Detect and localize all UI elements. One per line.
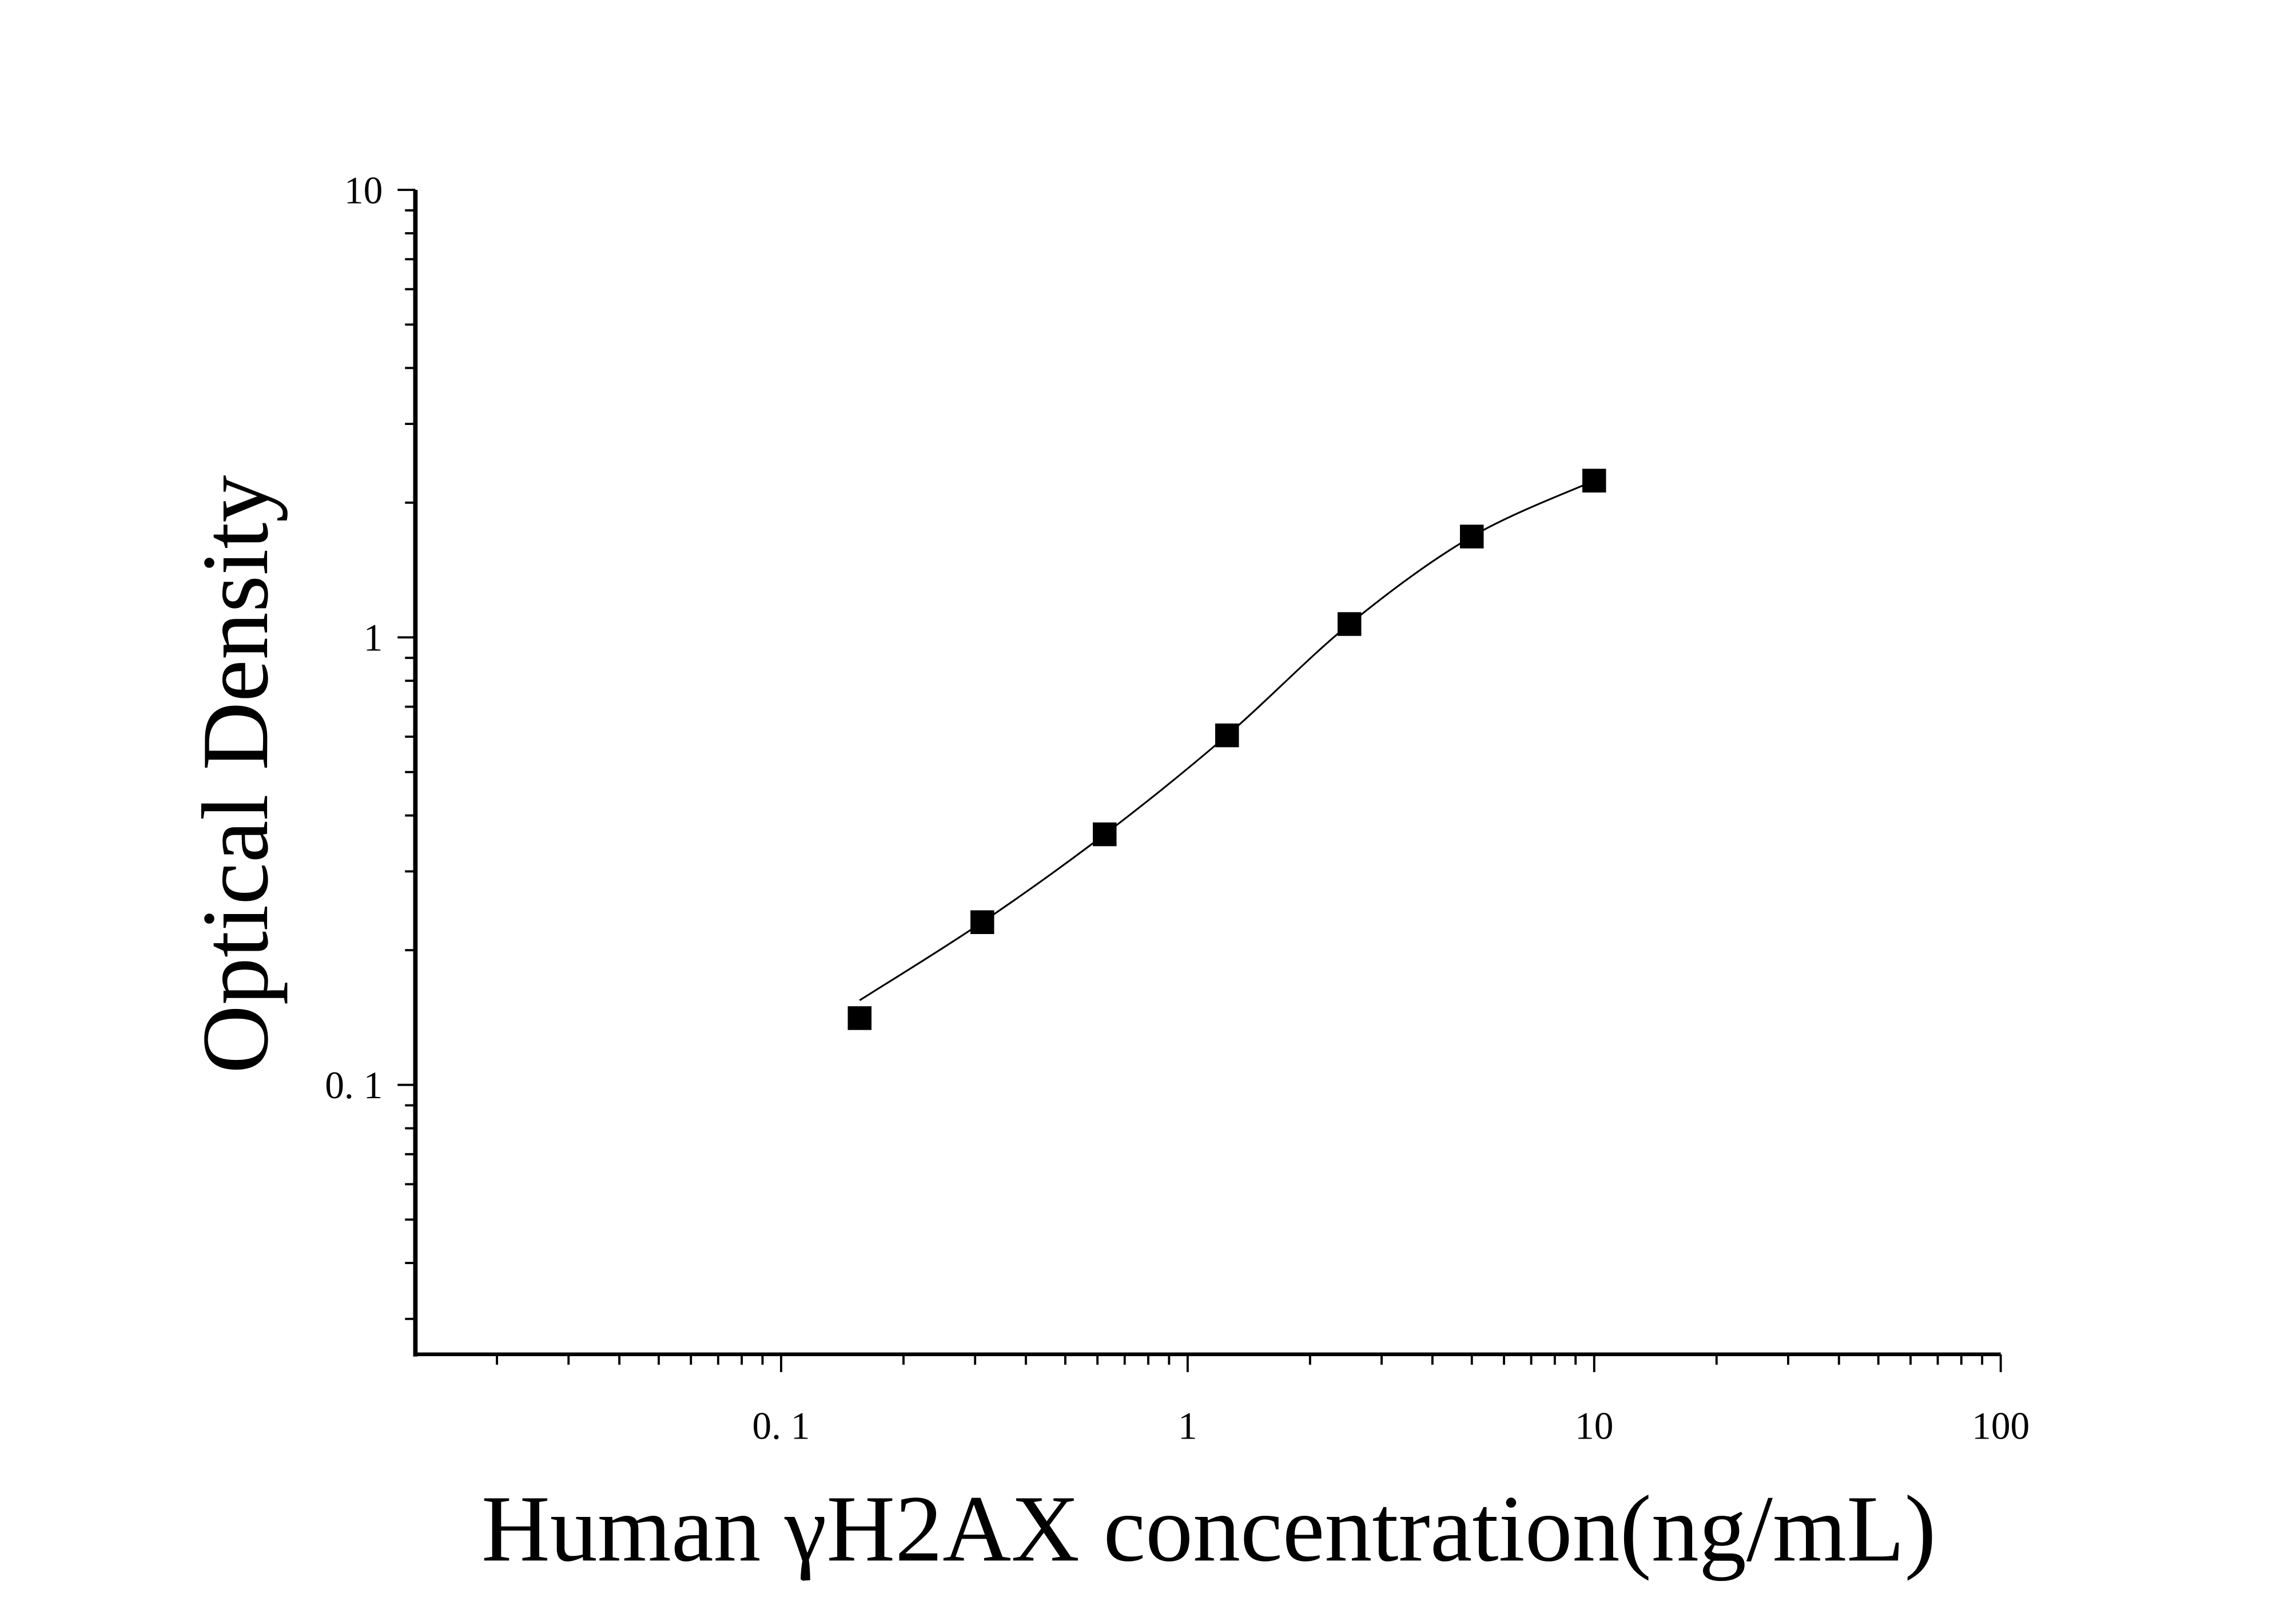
y-tick-label: 0. 1 (325, 1064, 383, 1107)
data-point (847, 1006, 872, 1030)
y-tick-label: 1 (364, 617, 383, 660)
data-point (970, 910, 994, 934)
data-point (1582, 468, 1606, 493)
data-point (1460, 525, 1484, 549)
data-points (847, 468, 1606, 1030)
x-tick-label: 100 (1972, 1405, 2030, 1448)
data-point (1338, 612, 1362, 636)
data-point (1092, 822, 1117, 847)
y-axis-label: Optical Density (182, 475, 288, 1074)
x-tick-label: 1 (1178, 1405, 1197, 1448)
y-tick-label: 10 (344, 169, 383, 212)
x-tick-label: 10 (1575, 1405, 1613, 1448)
data-point (1215, 723, 1239, 748)
axes (413, 189, 2001, 1357)
ticks: 0. 1 1 10 0. 1 1 10 100 (325, 169, 2030, 1447)
x-tick-label: 0. 1 (752, 1405, 810, 1448)
x-axis-label: Human γH2AX concentration(ng/mL) (482, 1476, 1936, 1581)
